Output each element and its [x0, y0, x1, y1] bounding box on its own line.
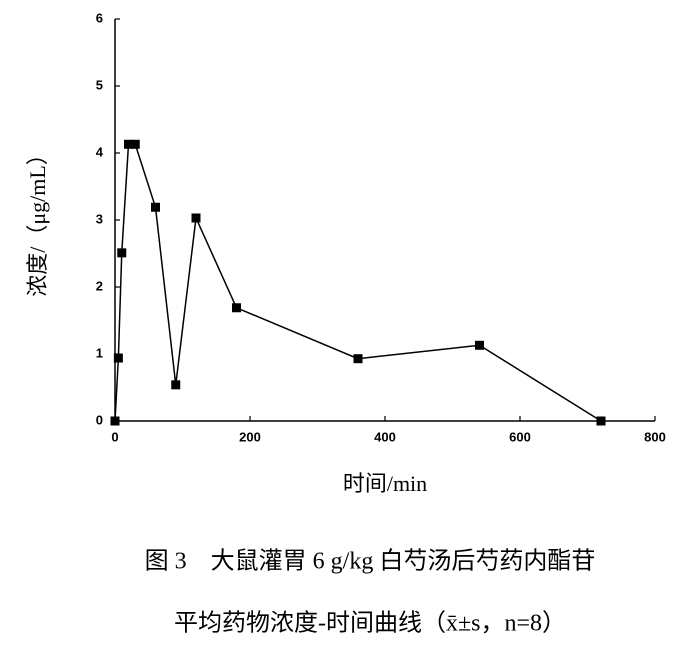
data-point: [117, 248, 127, 258]
x-tick-label: 0: [111, 429, 118, 444]
data-point: [232, 303, 241, 313]
x-tick-label: 800: [644, 429, 666, 444]
y-tick-label: 4: [96, 144, 104, 159]
data-point: [130, 139, 140, 149]
y-tick-label: 3: [96, 211, 103, 226]
data-point: [475, 340, 484, 350]
x-tick-label: 200: [239, 429, 261, 444]
y-tick-label: 1: [96, 345, 103, 360]
y-tick-label: 2: [96, 278, 103, 293]
data-line: [114, 143, 602, 422]
x-axis-title: 时间/min: [343, 471, 427, 496]
data-point: [110, 416, 120, 426]
data-point: [353, 354, 363, 364]
data-point: [124, 139, 133, 149]
data-point: [113, 353, 123, 363]
data-point: [596, 416, 606, 426]
y-axis-title: 浓度/（μg/mL）: [25, 143, 50, 297]
y-tick-label: 0: [96, 412, 103, 427]
x-tick-label: 600: [509, 429, 531, 444]
data-point: [151, 202, 160, 212]
data-point: [171, 380, 181, 390]
caption-line: 图 3 大鼠灌胃 6 g/kg 白芍汤后芍药内酯苷: [145, 548, 596, 575]
caption-line: 平均药物浓度-时间曲线（x̄±s，n=8）: [174, 610, 566, 637]
x-tick-label: 400: [374, 429, 396, 444]
y-tick-label: 5: [96, 77, 103, 92]
y-tick-label: 6: [96, 10, 103, 25]
data-point: [191, 213, 201, 223]
